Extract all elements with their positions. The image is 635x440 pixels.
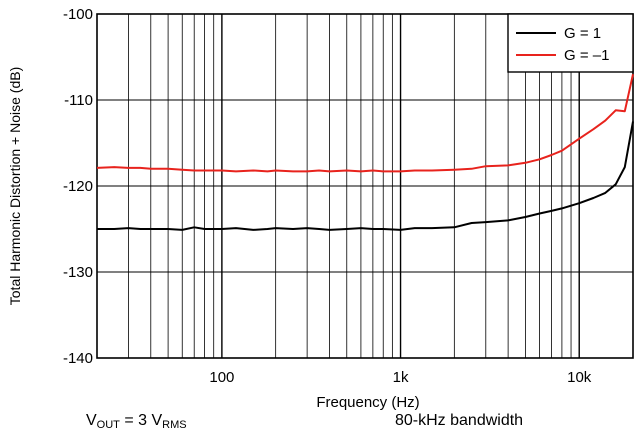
legend-label-1: G = 1 [564, 25, 601, 42]
legend-box [507, 13, 634, 73]
x-tick-label: 100 [209, 369, 234, 386]
major-grid [96, 13, 634, 359]
series-line-2 [96, 73, 634, 173]
legend-label-2: G = –1 [564, 47, 609, 64]
x-tick-label: 10k [567, 369, 592, 386]
series-layer [96, 73, 634, 231]
bandwidth-caption: 80-kHz bandwidth [395, 412, 524, 429]
y-tick-label: -120 [63, 178, 93, 195]
y-axis-label: Total Harmonic Distortion + Noise (dB) [7, 67, 23, 305]
thd-noise-chart: -140 -130 -120 -110 -100 100 1k 10k Frequency … [7, 6, 634, 410]
legend: G = 1 G = –1 [507, 13, 634, 73]
x-tick-labels: 100 1k 10k [209, 369, 591, 386]
y-tick-labels: -140 -130 -120 -110 -100 [63, 6, 93, 367]
y-tick-label: -100 [63, 6, 93, 23]
x-tick-label: 1k [393, 369, 409, 386]
y-tick-label: -110 [64, 92, 93, 109]
y-tick-label: -130 [63, 264, 93, 281]
y-tick-label: -140 [63, 350, 93, 367]
series-line-1 [97, 121, 634, 231]
vout-caption: VOUT = 3 VRMS [86, 412, 187, 431]
plot-frame [96, 13, 634, 359]
x-axis-label: Frequency (Hz) [316, 394, 419, 410]
